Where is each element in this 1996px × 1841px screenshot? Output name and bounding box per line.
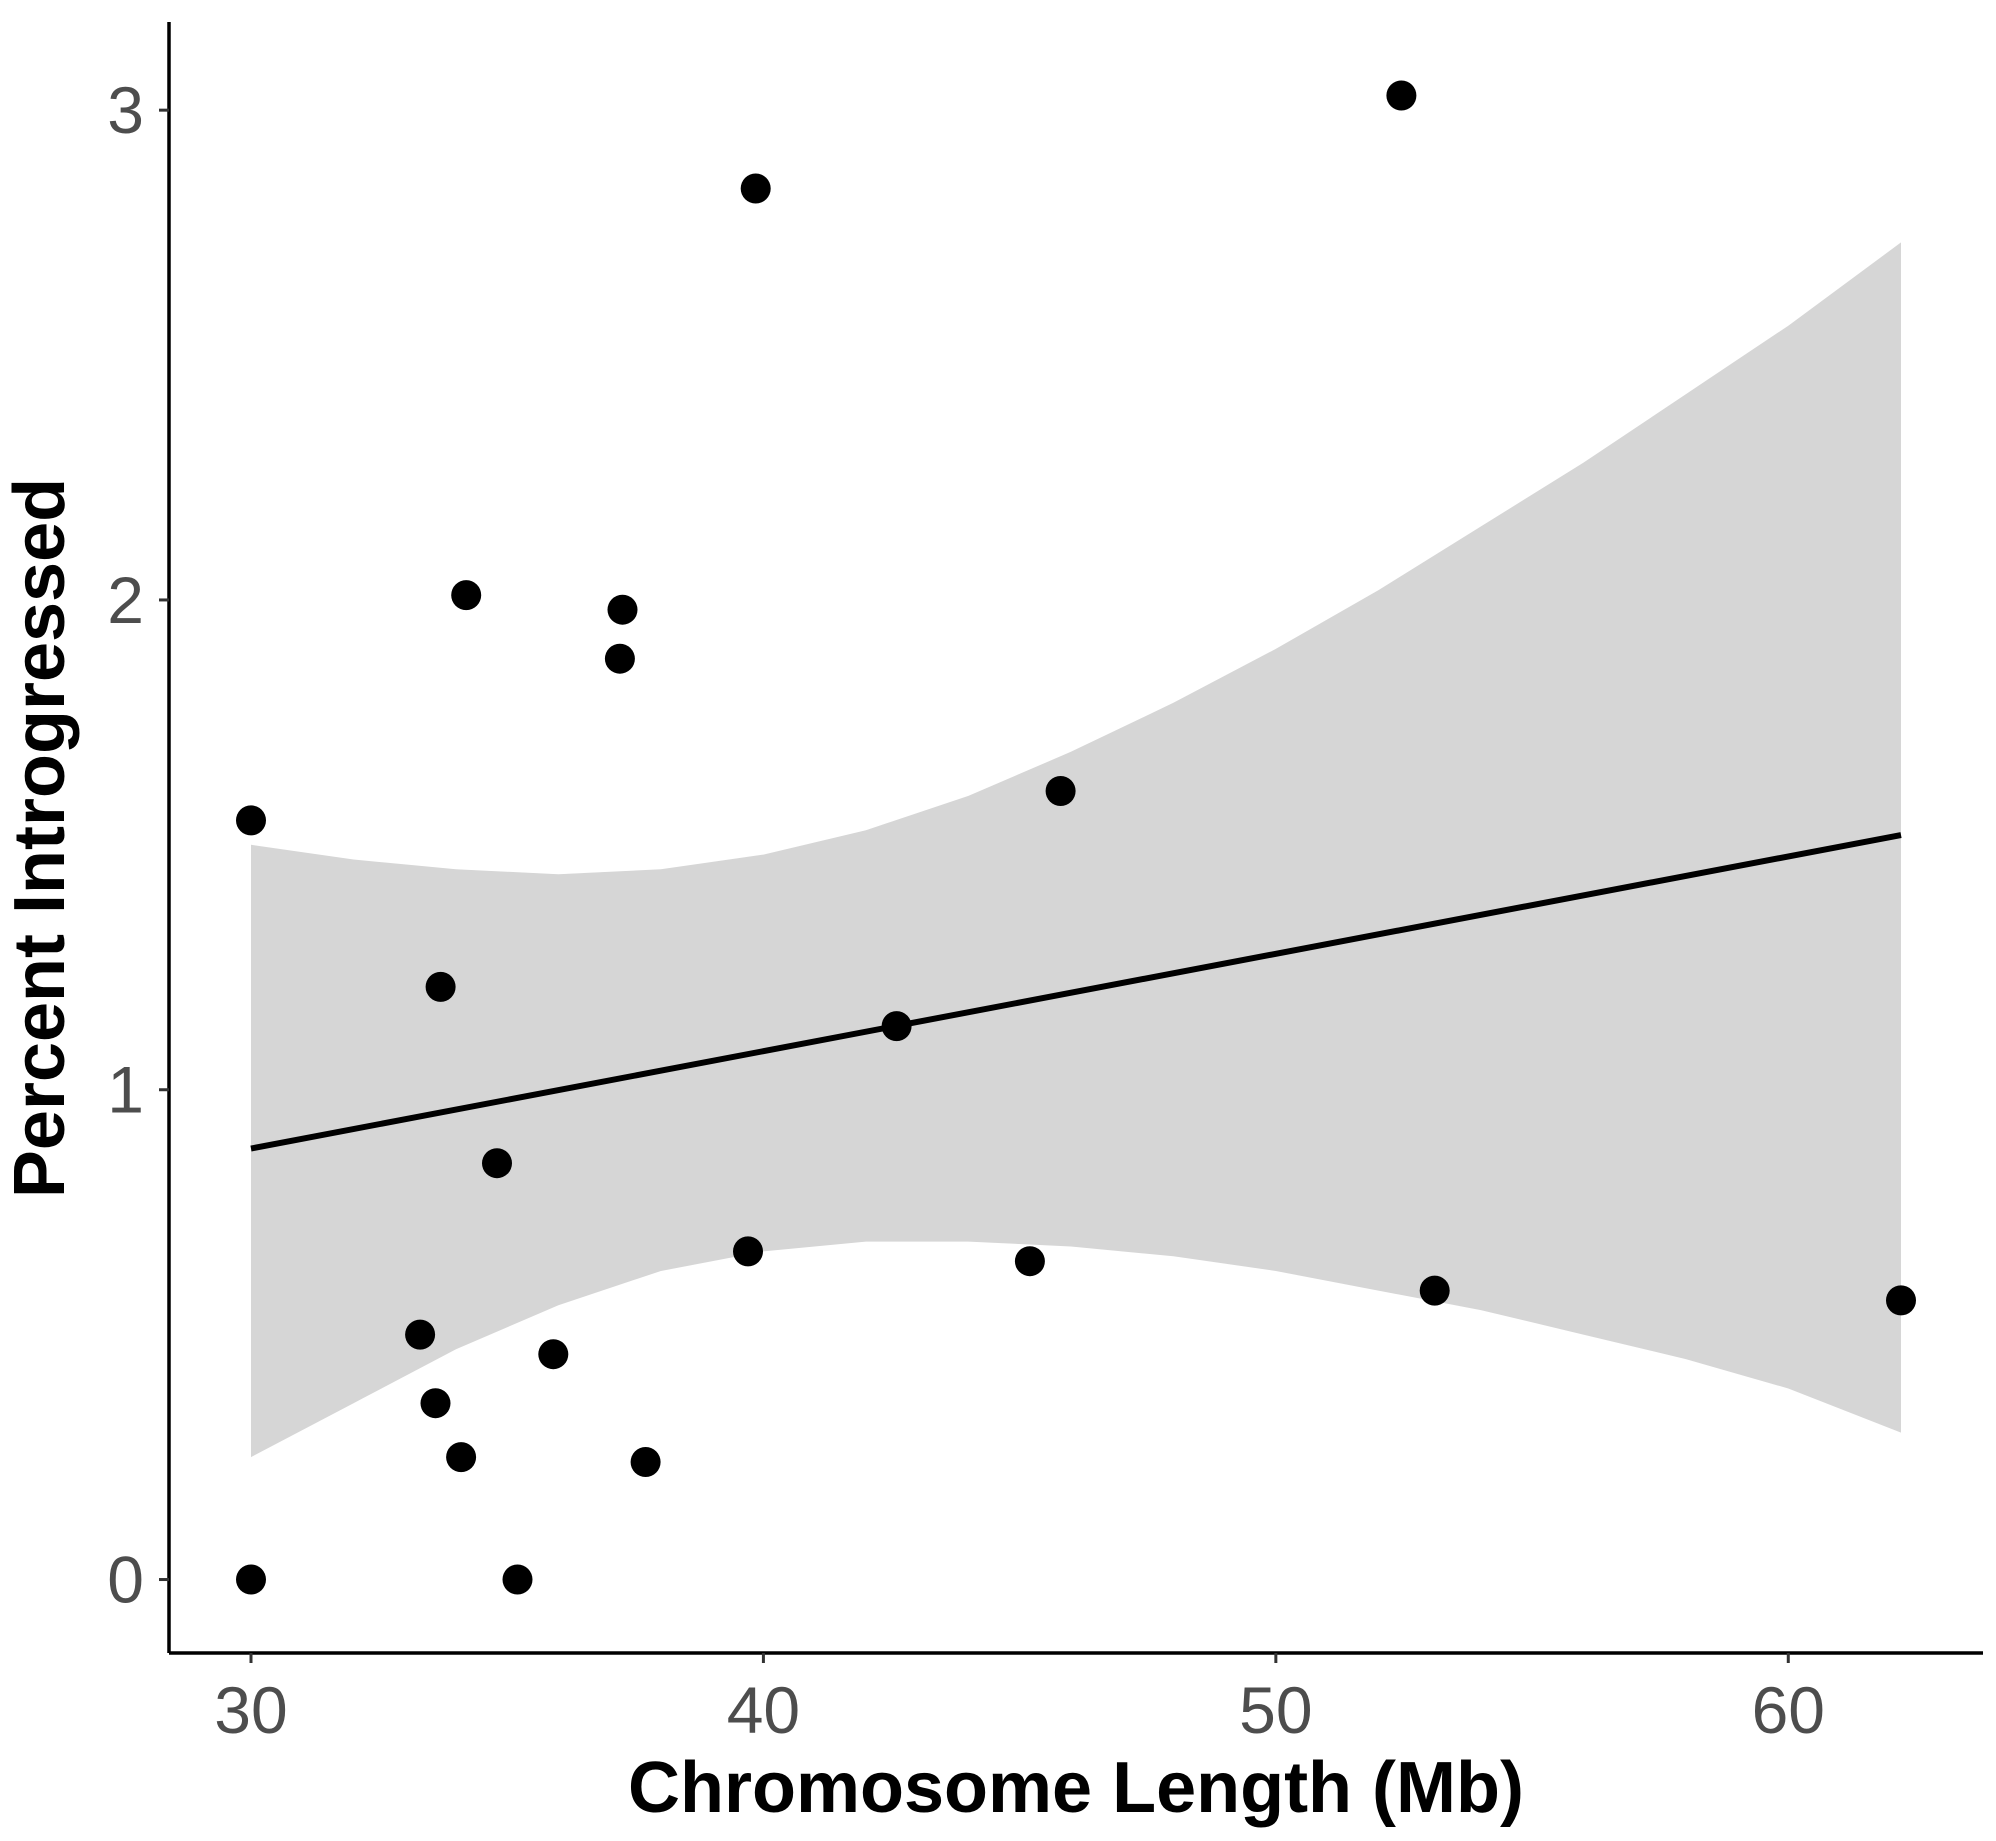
confidence-band-layer <box>251 242 1901 1458</box>
data-point-21 <box>1886 1285 1916 1316</box>
confidence-band <box>251 242 1901 1458</box>
y-axis-title: Percent Introgressed <box>0 478 80 1198</box>
data-point-14 <box>733 1236 763 1267</box>
x-tick-label-30: 30 <box>214 1673 287 1747</box>
data-point-4 <box>420 1388 451 1419</box>
x-tick-label-50: 50 <box>1239 1673 1312 1747</box>
data-point-19 <box>1386 80 1417 111</box>
x-tick-label-40: 40 <box>727 1673 800 1747</box>
data-point-3 <box>405 1319 436 1350</box>
y-tick-label-3: 3 <box>107 73 144 147</box>
data-point-1 <box>236 805 266 836</box>
data-point-8 <box>482 1148 512 1179</box>
data-point-7 <box>451 580 482 611</box>
trend-line-layer <box>250 832 1902 1152</box>
data-point-5 <box>425 971 456 1002</box>
data-point-13 <box>630 1447 661 1477</box>
data-point-20 <box>1419 1275 1450 1306</box>
data-point-12 <box>607 594 638 625</box>
data-point-9 <box>502 1564 533 1595</box>
y-tick-label-0: 0 <box>107 1543 144 1617</box>
axes <box>167 22 1983 1655</box>
trend-line <box>250 832 1902 1152</box>
data-point-17 <box>1014 1246 1045 1277</box>
data-point-18 <box>1045 776 1076 806</box>
data-points-layer <box>236 80 1916 1595</box>
data-point-11 <box>604 643 635 674</box>
data-point-15 <box>740 173 771 204</box>
x-tick-label-60: 60 <box>1752 1673 1825 1747</box>
y-tick-label-1: 1 <box>107 1053 144 1127</box>
y-tick-label-2: 2 <box>107 563 144 637</box>
data-point-16 <box>881 1011 912 1042</box>
x-axis-title: Chromosome Length (Mb) <box>628 1748 1524 1828</box>
data-point-2 <box>236 1564 266 1595</box>
data-point-10 <box>538 1339 569 1370</box>
data-point-6 <box>446 1442 477 1473</box>
y-ticks: 0 1 2 3 <box>107 73 169 1617</box>
x-ticks: 30 40 50 60 <box>214 1653 1825 1747</box>
